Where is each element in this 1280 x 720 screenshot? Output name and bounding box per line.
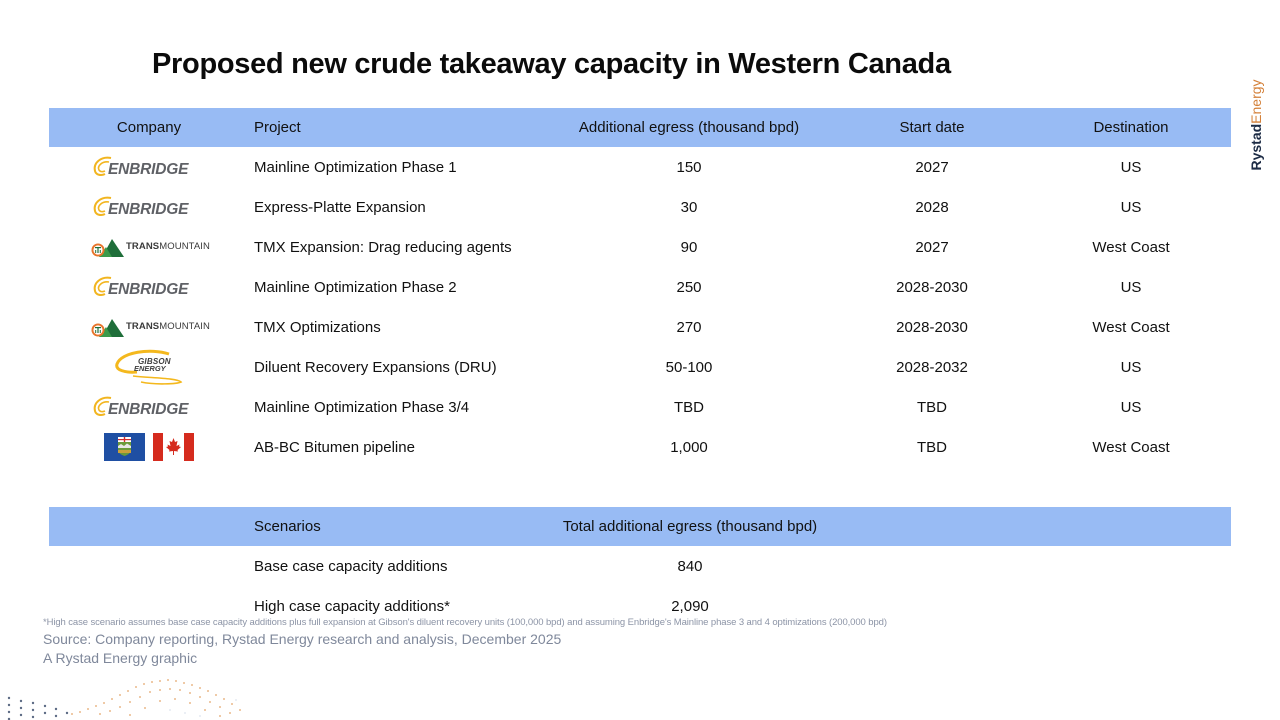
gibson-swoosh-icon	[115, 349, 183, 385]
egress-cell: 1,000	[670, 438, 708, 456]
transmountain-logo: TRANSMOUNTAIN	[90, 236, 210, 258]
enbridge-logo: ENBRIDGE	[91, 273, 207, 301]
company-cell: TRANSMOUNTAIN	[49, 227, 249, 267]
header-egress: Additional egress (thousand bpd)	[578, 119, 800, 136]
project-cell: Express-Platte Expansion	[254, 198, 426, 216]
table-row: TRANSMOUNTAIN TMX Optimizations 270 2028…	[49, 307, 1231, 347]
egress-cell: 50-100	[665, 358, 713, 376]
company-cell: GIBSON ENERGY	[49, 347, 249, 387]
total-cell: 2,090	[671, 597, 709, 615]
scenario-header-row: Scenarios Total additional egress (thous…	[49, 507, 1231, 546]
gibson-energy-logo: GIBSON ENERGY	[111, 348, 187, 386]
alberta-flag-icon	[104, 433, 145, 461]
graphic-credit: A Rystad Energy graphic	[43, 650, 198, 666]
company-cell: ENBRIDGE	[49, 387, 249, 427]
scenario-cell: Base case capacity additions	[254, 557, 448, 575]
transmountain-mountain-icon	[91, 319, 124, 337]
brand-name-part1: Rystad	[1248, 123, 1264, 171]
destination-cell: West Coast	[1092, 438, 1170, 456]
scenario-table: Scenarios Total additional egress (thous…	[49, 507, 1231, 626]
table-row: AB-BC Bitumen pipeline 1,000 TBD West Co…	[49, 427, 1231, 467]
destination-cell: US	[1120, 198, 1142, 216]
table-row: ENBRIDGE Mainline Optimization Phase 2 2…	[49, 267, 1231, 307]
egress-cell: 270	[676, 318, 702, 336]
destination-cell: US	[1120, 398, 1142, 416]
brand-name-part2: Energy	[1248, 79, 1264, 124]
transmountain-mountain-icon	[91, 239, 124, 257]
source-note: Source: Company reporting, Rystad Energy…	[43, 631, 562, 647]
enbridge-logo: ENBRIDGE	[91, 393, 207, 421]
alberta-canada-flags	[104, 433, 194, 461]
header-start-date: Start date	[899, 119, 965, 136]
rystad-energy-logo: RystadEnergy	[1236, 70, 1276, 180]
start-date-cell: 2028	[915, 198, 949, 216]
company-cell	[49, 427, 249, 467]
enbridge-swoosh-icon	[93, 396, 112, 416]
header-destination: Destination	[1093, 119, 1169, 136]
transmountain-wordmark: TRANSMOUNTAIN	[126, 321, 210, 332]
project-cell: TMX Expansion: Drag reducing agents	[254, 238, 512, 256]
company-cell: ENBRIDGE	[49, 147, 249, 187]
enbridge-wordmark: ENBRIDGE	[108, 201, 189, 218]
table-row: ENBRIDGE Express-Platte Expansion 30 202…	[49, 187, 1231, 227]
decorative-dot-wave-icon	[7, 679, 241, 720]
enbridge-swoosh-icon	[93, 156, 112, 176]
project-cell: Mainline Optimization Phase 3/4	[254, 398, 470, 416]
start-date-cell: 2028-2030	[896, 278, 968, 296]
egress-cell: 150	[676, 158, 702, 176]
canada-flag-icon	[153, 433, 194, 461]
company-cell: ENBRIDGE	[49, 267, 249, 307]
enbridge-wordmark: ENBRIDGE	[108, 161, 189, 178]
transmountain-wordmark: TRANSMOUNTAIN	[126, 241, 210, 252]
enbridge-logo: ENBRIDGE	[91, 153, 207, 181]
table-row: TRANSMOUNTAIN TMX Expansion: Drag reduci…	[49, 227, 1231, 267]
project-cell: Diluent Recovery Expansions (DRU)	[254, 358, 497, 376]
project-cell: AB-BC Bitumen pipeline	[254, 438, 415, 456]
header-project: Project	[254, 119, 301, 136]
egress-cell: 250	[676, 278, 702, 296]
total-cell: 840	[677, 557, 703, 575]
enbridge-swoosh-icon	[93, 276, 112, 296]
page-title: Proposed new crude takeaway capacity in …	[152, 48, 951, 80]
header-company: Company	[116, 119, 182, 136]
header-total-egress: Total additional egress (thousand bpd)	[562, 518, 818, 535]
enbridge-swoosh-icon	[93, 196, 112, 216]
table-row: ENBRIDGE Mainline Optimization Phase 1 1…	[49, 147, 1231, 187]
transmountain-logo: TRANSMOUNTAIN	[90, 316, 210, 338]
destination-cell: US	[1120, 158, 1142, 176]
enbridge-wordmark: ENBRIDGE	[108, 281, 189, 298]
header-scenarios: Scenarios	[254, 518, 321, 535]
enbridge-logo: ENBRIDGE	[91, 193, 207, 221]
table-row: ENBRIDGE Mainline Optimization Phase 3/4…	[49, 387, 1231, 427]
company-cell: ENBRIDGE	[49, 187, 249, 227]
project-cell: TMX Optimizations	[254, 318, 381, 336]
start-date-cell: 2027	[915, 238, 949, 256]
table-row: GIBSON ENERGY Diluent Recovery Expansion…	[49, 347, 1231, 387]
footnote: *High case scenario assumes base case ca…	[43, 617, 887, 628]
scenario-row: High case capacity additions* 2,090	[49, 586, 1231, 626]
scenario-row: Base case capacity additions 840	[49, 546, 1231, 586]
destination-cell: West Coast	[1092, 238, 1170, 256]
egress-cell: TBD	[674, 398, 704, 416]
table-header-row: Company Project Additional egress (thous…	[49, 108, 1231, 147]
scenario-cell: High case capacity additions*	[254, 597, 450, 615]
egress-cell: 30	[680, 198, 698, 216]
destination-cell: West Coast	[1092, 318, 1170, 336]
start-date-cell: 2028-2030	[896, 318, 968, 336]
start-date-cell: TBD	[917, 398, 947, 416]
company-cell: TRANSMOUNTAIN	[49, 307, 249, 347]
project-cell: Mainline Optimization Phase 2	[254, 278, 457, 296]
egress-cell: 90	[680, 238, 698, 256]
enbridge-wordmark: ENBRIDGE	[108, 401, 189, 418]
capacity-table: Company Project Additional egress (thous…	[49, 108, 1231, 467]
start-date-cell: 2027	[915, 158, 949, 176]
destination-cell: US	[1120, 278, 1142, 296]
destination-cell: US	[1120, 358, 1142, 376]
start-date-cell: 2028-2032	[896, 358, 968, 376]
project-cell: Mainline Optimization Phase 1	[254, 158, 457, 176]
start-date-cell: TBD	[917, 438, 947, 456]
